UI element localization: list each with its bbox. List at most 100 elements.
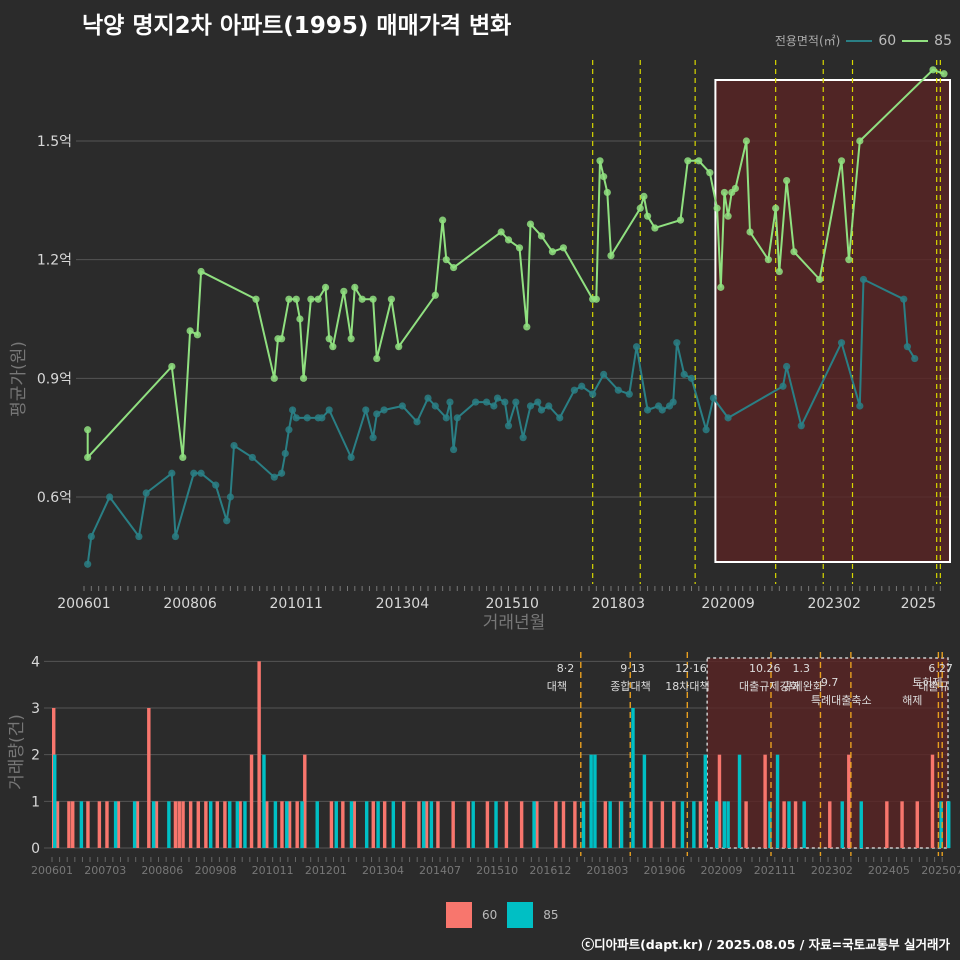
- bar-60-6: [105, 801, 109, 848]
- data-point-85-19: [329, 343, 337, 351]
- annotation-text-2: 18차대책: [665, 680, 709, 693]
- bar-85-30: [631, 708, 635, 848]
- bottom-legend: 60 85: [446, 902, 559, 928]
- data-point-60-4: [142, 489, 150, 497]
- data-point-60-31: [424, 394, 432, 402]
- bar-60-8: [135, 801, 140, 848]
- data-point-60-18: [288, 406, 297, 414]
- bar-60-48: [660, 801, 665, 848]
- bar-x-tick-label-1: 200703: [84, 864, 126, 877]
- bar-85-38: [737, 754, 742, 848]
- data-point-85-25: [373, 354, 381, 363]
- bar-85-10: [262, 754, 266, 848]
- data-point-85-48: [643, 212, 652, 220]
- bar-60-40: [519, 801, 524, 848]
- bar-85-40: [775, 754, 780, 848]
- bar-60-34: [424, 801, 429, 848]
- bar-85-25: [581, 801, 586, 848]
- bar-60-19: [238, 801, 242, 848]
- bar-60-51: [717, 754, 722, 848]
- data-point-60-8: [197, 469, 205, 477]
- bar-85-43: [840, 801, 844, 848]
- annotation-text-6: 대출규: [918, 680, 948, 693]
- x-tick-label-3: 201304: [376, 596, 430, 612]
- bar-85-20: [422, 801, 426, 848]
- data-point-60-22: [318, 414, 326, 422]
- x-tick-label-2: 201011: [270, 596, 323, 612]
- bar-60-15: [196, 801, 200, 848]
- data-point-60-48: [545, 402, 553, 410]
- bar-85-14: [315, 801, 319, 848]
- bar-y-tick-label-4: 4: [31, 654, 40, 670]
- annotation-text-5: 특례대출축소: [811, 694, 872, 707]
- data-point-85-36: [526, 220, 535, 228]
- bar-60-58: [885, 801, 889, 848]
- bar-85-29: [619, 801, 624, 848]
- bar-60-45: [603, 801, 608, 848]
- data-point-60-67: [724, 414, 732, 422]
- data-point-85-71: [929, 66, 937, 74]
- bar-y-axis-label: 거래량(건): [7, 714, 27, 790]
- bar-60-49: [672, 801, 676, 848]
- data-point-85-12: [292, 295, 300, 303]
- data-point-85-22: [351, 283, 359, 291]
- bar-x-tick-label-11: 201906: [643, 864, 685, 877]
- data-point-85-8: [270, 374, 278, 382]
- data-point-85-20: [340, 287, 348, 295]
- bar-85-4: [151, 801, 156, 848]
- bar-60-43: [561, 801, 566, 848]
- bar-60-42: [554, 801, 558, 848]
- data-point-60-41: [501, 398, 509, 406]
- price-chart: 0.6억 0.9억 1.2억 1.5억 200601 200806 201011 201304…: [9, 60, 951, 633]
- bar-85-7: [228, 801, 232, 848]
- annotation-date-5: 9.7: [821, 676, 839, 689]
- data-point-60-3: [135, 532, 143, 541]
- data-point-85-6: [197, 267, 205, 276]
- bar-60-39: [504, 801, 509, 848]
- bar-85-44: [859, 801, 863, 848]
- bar-60-25: [295, 801, 299, 848]
- bar-60-41: [535, 801, 539, 848]
- annotation-text-7: 해제: [902, 693, 922, 707]
- bar-x-tick-label-0: 200601: [31, 864, 73, 877]
- bar-60-33: [417, 801, 421, 848]
- bar-x-tick-label-9: 201612: [529, 864, 571, 877]
- y-axis-label: 평균가(원): [9, 341, 29, 417]
- x-tick-label-8: 2025: [901, 596, 937, 612]
- data-point-60-14: [270, 473, 278, 481]
- bar-85-11: [273, 801, 278, 848]
- y-tick-label-1: 0.9억: [37, 371, 72, 387]
- data-point-60-44: [519, 434, 527, 442]
- bar-60-37: [466, 801, 471, 848]
- data-point-60-7: [190, 469, 198, 477]
- bar-x-tick-label-6: 201304: [362, 864, 404, 877]
- data-point-85-49: [651, 224, 659, 232]
- bar-60-24: [287, 801, 292, 848]
- data-point-60-17: [285, 426, 293, 434]
- bar-y-tick-label-1: 1: [31, 794, 40, 810]
- bar-60-12: [177, 801, 181, 848]
- data-point-85-56: [720, 188, 729, 197]
- bar-60-13: [181, 801, 185, 848]
- data-point-85-43: [600, 173, 608, 181]
- bottom-legend-label-60: 60: [482, 908, 498, 922]
- legend-swatch-60: [846, 39, 873, 42]
- data-point-60-20: [303, 414, 311, 422]
- annotation-date-7: 토허제: [912, 676, 942, 689]
- bar-x-tick-label-14: 202302: [811, 864, 853, 877]
- data-point-60-2: [106, 493, 114, 501]
- bar-60-56: [828, 801, 832, 848]
- bar-85-33: [692, 801, 696, 848]
- data-point-85-42: [596, 157, 604, 165]
- data-point-60-28: [380, 406, 388, 414]
- data-point-60-11: [226, 493, 234, 501]
- bar-x-tick-label-2: 200806: [141, 864, 183, 877]
- data-point-85-61: [746, 228, 754, 236]
- legend-swatch-85: [902, 39, 929, 42]
- data-point-85-31: [450, 263, 458, 272]
- bar-85-17: [364, 801, 369, 848]
- legend-label-85: 85: [934, 32, 952, 49]
- data-point-85-7: [252, 295, 260, 303]
- bar-60-20: [249, 754, 254, 848]
- data-point-85-24: [369, 295, 377, 303]
